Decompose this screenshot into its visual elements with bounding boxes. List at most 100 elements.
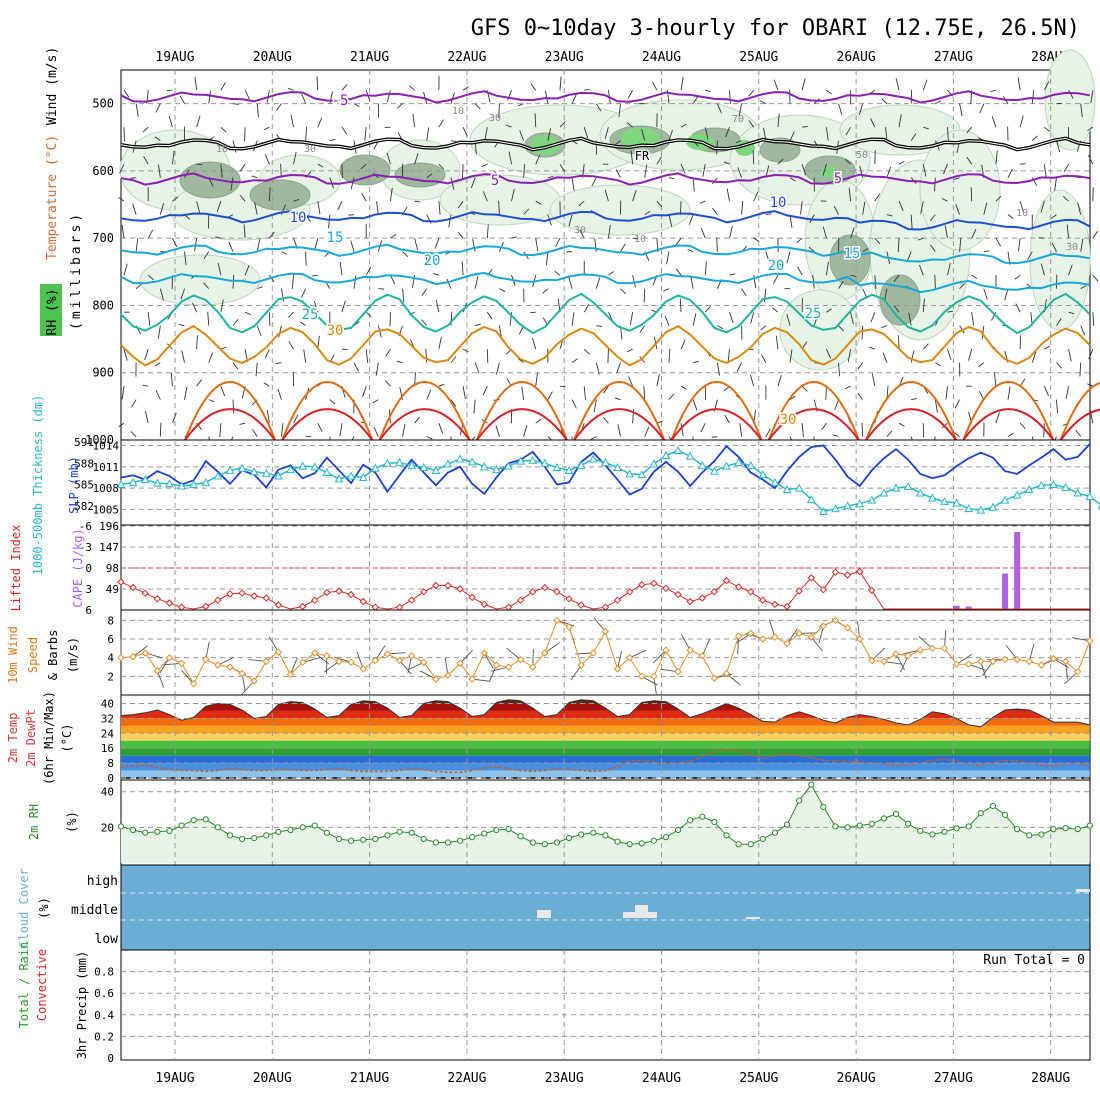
rh-point [167,828,172,833]
slp-tick-label: 1014 [93,440,120,453]
rh-shading [920,130,1000,250]
rh-point [445,840,450,845]
date-label-bottom: 22AUG [447,1071,486,1086]
rh-point [1051,827,1056,832]
rh-point [651,838,656,843]
rh-tick-label: 40 [101,786,114,799]
cape-tick-label: 147 [99,541,119,554]
cloud-axis-labels: Cloud Cover(%) [17,868,51,947]
rh-point [312,823,317,828]
slp-axis-label: SLP (mb) [67,456,81,514]
rh-axis-label: RH (%) [45,289,60,336]
date-label-top: 21AUG [350,50,389,65]
date-label-bottom: 23AUG [545,1071,584,1086]
isotherm-label: 5 [834,171,842,187]
cloud-panel [121,865,1090,950]
thickness-axis-label: 1000-500mb Thickness (dm) [31,395,45,576]
cloud-tick-label: high [87,874,118,889]
rh-point [700,814,705,819]
rh-contour-label: 30 [304,144,316,155]
rh-point [639,841,644,846]
rh-point [688,818,693,823]
rh-shading-dark [250,180,310,210]
temp-axis-label: 2m Temp [6,713,20,764]
rh-point [966,824,971,829]
li-tick-label: 3 [85,583,92,596]
precip-axis-label: 3hr Precip (mm) [75,951,89,1059]
wind-tick-label: 4 [107,652,114,665]
rh-point [470,835,475,840]
wind-speed-label: Speed [26,637,40,673]
rh-point [348,838,353,843]
temp-tick-label: 0 [107,772,114,785]
date-label-top: 19AUG [155,50,194,65]
cape-tick-label: 196 [99,520,119,533]
rh-point [542,842,547,847]
rh-point [227,833,232,838]
wind-units-label: (m/s) [66,637,80,673]
rh-point [215,825,220,830]
rh-point [494,827,499,832]
precip-convective-label: Convective [35,949,49,1021]
rh-contour-label: 30 [574,225,586,236]
wind-barb [753,150,754,164]
rh-point [893,811,898,816]
cloud-cell [1076,889,1090,892]
isotherm-label: 10 [770,195,787,211]
rh-point [554,840,559,845]
rh-contour-label: 10 [216,144,228,155]
wind-barbs-label: & Barbs [46,630,60,681]
rh-point [566,835,571,840]
date-label-bottom: 19AUG [155,1071,194,1086]
rh-point [942,829,947,834]
rh-shading-dark [880,275,920,325]
rh-point [433,840,438,845]
rh-contour-label: 30 [489,113,501,124]
temp-tick-label: 16 [101,742,114,755]
temp-tick-label: 32 [101,712,114,725]
precip-total-label: Total / Rain [17,942,31,1029]
date-label-bottom: 24AUG [642,1071,681,1086]
minmax-axis-label: (6hr Min/Max) [42,691,56,785]
slp-tick-label: 1011 [93,461,120,474]
isotherm-label: 30 [327,323,344,339]
date-label-top: 26AUG [837,50,876,65]
rh-point [324,830,329,835]
temp-tick-label: 8 [107,757,114,770]
rh-point [918,828,923,833]
temp-band [121,763,1090,770]
wind-panel [121,610,1090,695]
rh-point [748,842,753,847]
wind-barb [644,289,645,303]
wind-barb [826,386,827,400]
wind-barb [1093,231,1098,238]
rh-point [373,836,378,841]
rh-point [1063,826,1068,831]
temp-band [121,756,1090,763]
rh-point [143,830,148,835]
isotherm-label: 20 [768,258,785,274]
isotherm-label: 20 [424,253,441,269]
isotherm-label: 10 [290,210,307,226]
isotherm-label: -5 [332,93,349,109]
rh-point [252,835,257,840]
wind-tick-label: 8 [107,614,114,627]
rh-shading-dark [340,155,390,185]
cloud-cell [635,905,648,918]
date-label-bottom: 21AUG [350,1071,389,1086]
temp-band [121,718,1090,725]
pressure-tick-label: 600 [92,164,114,178]
temp-band [121,748,1090,755]
rh-point [627,842,632,847]
rh-point [821,804,826,809]
rh-point [385,833,390,838]
precip-tick-label: 0.8 [94,966,114,979]
rh-point [1075,827,1080,832]
rh-point [131,827,136,832]
rh-point [506,827,511,832]
cloud-units-label: (%) [37,897,51,919]
rh-point [797,798,802,803]
